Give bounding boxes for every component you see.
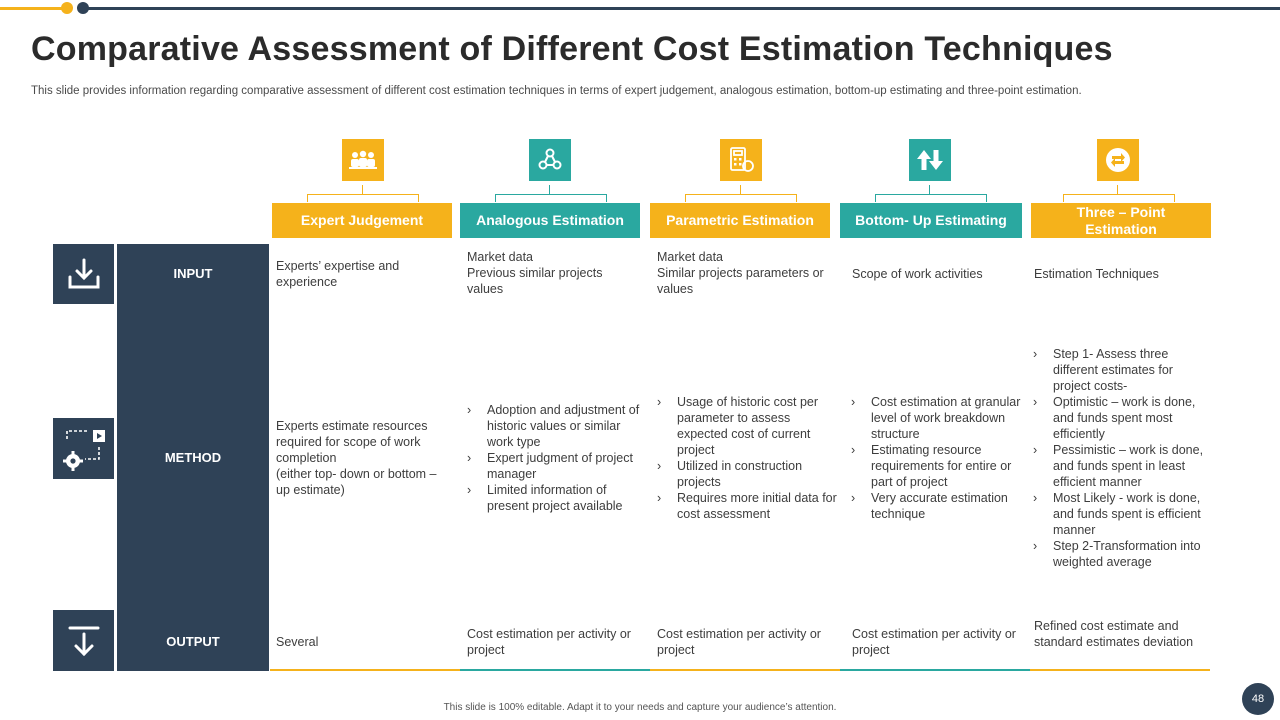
list-item: Pessimistic – work is done, and funds sp… (1033, 442, 1209, 490)
list-item: Utilized in construction projects (657, 458, 837, 490)
accent-dot-yellow (61, 2, 73, 14)
row-label-output: OUTPUT (166, 634, 220, 649)
row-label-method: METHOD (164, 450, 222, 465)
page-subtitle: This slide provides information regardin… (31, 85, 1082, 97)
top-accent-bar-yellow (0, 7, 66, 10)
row-label-input: INPUT (173, 266, 213, 281)
method-cell-three-point-estimation: Step 1- Assess three different estimates… (1033, 346, 1209, 570)
footer-note: This slide is 100% editable. Adapt it to… (443, 702, 837, 713)
list-item: Most Likely - work is done, and funds sp… (1033, 490, 1209, 538)
list-item: Step 1- Assess three different estimates… (1033, 346, 1209, 394)
list-item: Very accurate estimation technique (851, 490, 1029, 522)
list-item: Step 2-Transformation into weighted aver… (1033, 538, 1209, 570)
accent-dot-navy (77, 2, 89, 14)
column-underline (840, 669, 1030, 671)
input-cell-expert-judgement: Experts’ expertise and experience (276, 259, 400, 289)
list-item: Requires more initial data for cost asse… (657, 490, 837, 522)
top-accent-bar-navy (80, 7, 1280, 10)
header-bracket (307, 194, 419, 202)
network-icon (529, 139, 571, 181)
input-cell-three-point-estimation: Estimation Techniques (1034, 267, 1159, 281)
page-number-badge: 48 (1242, 683, 1274, 715)
output-cell-bottom-up-estimating: Cost estimation per activity or project (852, 627, 1016, 657)
list-item: Limited information of present project a… (467, 482, 647, 514)
output-cell-analogous-estimation: Cost estimation per activity or project (467, 627, 631, 657)
output-cell-parametric-estimation: Cost estimation per activity or project (657, 627, 821, 657)
bracket-stem (929, 185, 930, 194)
column-header-expert-judgement: Expert Judgement (272, 203, 452, 238)
team-icon (342, 139, 384, 181)
row-label-column (117, 244, 269, 671)
column-header-parametric-estimation: Parametric Estimation (650, 203, 830, 238)
input-cell-bottom-up-estimating: Scope of work activities (852, 267, 983, 281)
column-underline (270, 669, 460, 671)
column-underline (1030, 669, 1210, 671)
download-icon (53, 244, 114, 304)
method-cell-expert-judgement: Experts estimate resources required for … (276, 419, 437, 497)
column-header-bottom-up-estimating: Bottom- Up Estimating (840, 203, 1022, 238)
header-bracket (875, 194, 987, 202)
list-item: Adoption and adjustment of historic valu… (467, 402, 647, 450)
bracket-stem (362, 185, 363, 194)
calculator-icon (720, 139, 762, 181)
bracket-stem (1117, 185, 1118, 194)
header-bracket (495, 194, 607, 202)
list-item: Usage of historic cost per parameter to … (657, 394, 837, 458)
process-gear-icon (53, 418, 114, 479)
page-title: Comparative Assessment of Different Cost… (31, 30, 1113, 68)
up-down-arrows-icon (909, 139, 951, 181)
column-underline (650, 669, 840, 671)
header-bracket (1063, 194, 1175, 202)
method-cell-parametric-estimation: Usage of historic cost per parameter to … (657, 394, 837, 522)
method-cell-bottom-up-estimating: Cost estimation at granular level of wor… (851, 394, 1029, 522)
input-cell-analogous-estimation: Market data Previous similar projects va… (467, 250, 603, 296)
list-item: Estimating resource requirements for ent… (851, 442, 1029, 490)
method-cell-analogous-estimation: Adoption and adjustment of historic valu… (467, 402, 647, 514)
input-cell-parametric-estimation: Market data Similar projects parameters … (657, 250, 824, 296)
coin-exchange-icon (1097, 139, 1139, 181)
bracket-stem (740, 185, 741, 194)
column-underline (460, 669, 650, 671)
output-cell-expert-judgement: Several (276, 635, 319, 649)
list-item: Expert judgment of project manager (467, 450, 647, 482)
bracket-stem (549, 185, 550, 194)
output-cell-three-point-estimation: Refined cost estimate and standard estim… (1034, 619, 1194, 649)
column-header-three-point-estimation: Three – Point Estimation (1031, 203, 1211, 238)
list-item: Optimistic – work is done, and funds spe… (1033, 394, 1209, 442)
list-item: Cost estimation at granular level of wor… (851, 394, 1029, 442)
column-header-analogous-estimation: Analogous Estimation (460, 203, 640, 238)
header-bracket (685, 194, 797, 202)
download-arrow-icon (53, 610, 114, 671)
